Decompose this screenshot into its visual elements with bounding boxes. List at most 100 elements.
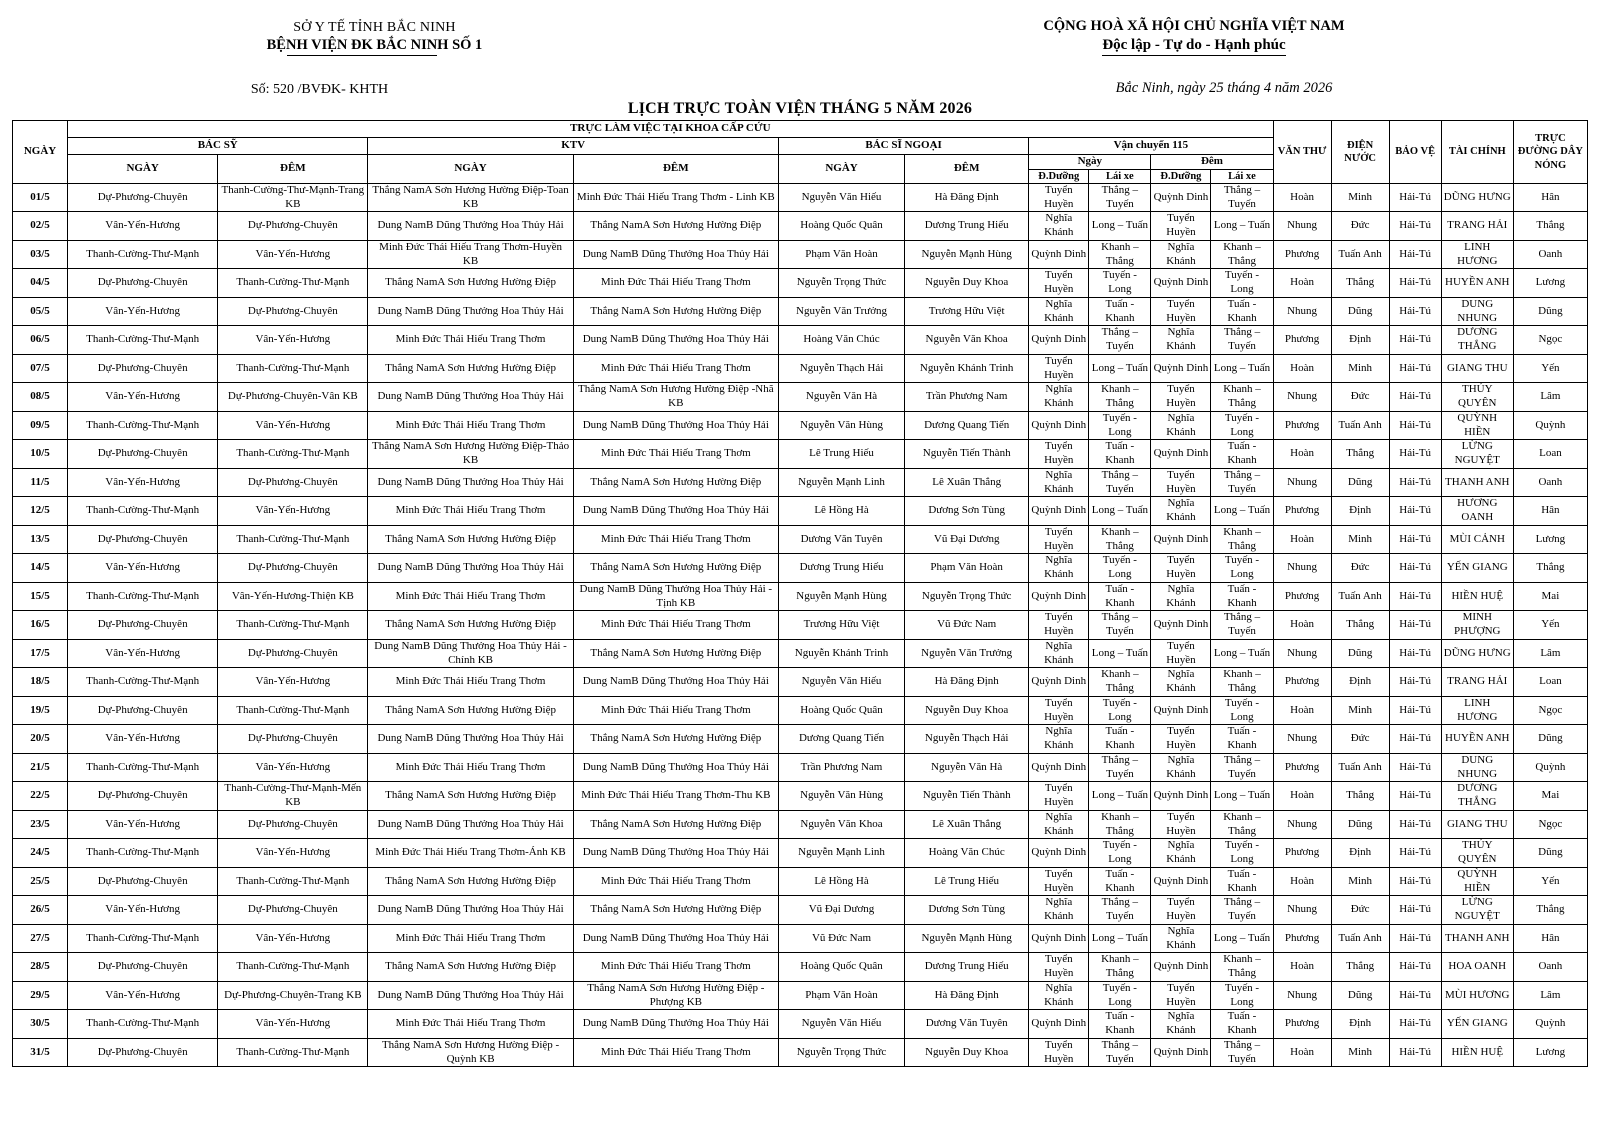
cell-vc-dem-laixe: Tuyến - Long <box>1210 410 1274 441</box>
cell-bao-ve: Hải-Tú <box>1388 239 1442 270</box>
cell-ktv-ngay: Minh Đức Thái Hiếu Trang Thơm-Huyền KB <box>367 239 574 270</box>
cell-tai-chinh: MÙI HƯƠNG <box>1440 980 1514 1011</box>
cell-ngay: 25/5 <box>11 866 69 897</box>
cell-ngay: 12/5 <box>11 496 69 526</box>
table-row: 31/5 Dự-Phương-Chuyên Thanh-Cường-Thư-Mạnh… <box>11 1037 1589 1068</box>
cell-vc-dem-laixe: Long – Tuấn <box>1210 923 1274 954</box>
cell-dien-nuoc: Tuấn Anh <box>1330 923 1390 954</box>
cell-duong-day-nong: Dũng <box>1512 296 1589 327</box>
table-row: 19/5 Dự-Phương-Chuyên Thanh-Cường-Thư-Mạnh… <box>11 695 1589 726</box>
cell-ktv-dem: Dung NamB Dũng Thưởng Hoa Thủy Hải <box>572 923 779 954</box>
cell-ngoai-ngay: Lê Trung Hiếu <box>777 439 906 469</box>
cell-tai-chinh: THANH ANH <box>1440 467 1514 498</box>
cell-ngay: 24/5 <box>11 838 69 868</box>
cell-duong-day-nong: Loan <box>1512 439 1589 469</box>
cell-ktv-dem: Thắng NamA Sơn Hương Hường Điệp <box>572 211 779 241</box>
cell-duong-day-nong: Dũng <box>1512 838 1589 868</box>
cell-duong-day-nong: Lương <box>1512 268 1589 298</box>
cell-ngoai-ngay: Nguyễn Mạnh Linh <box>777 467 906 498</box>
cell-ngay: 27/5 <box>11 923 69 954</box>
cell-vc-ngay-dduong: Tuyển Huyền <box>1028 781 1090 811</box>
cell-tai-chinh: GIANG THU <box>1440 353 1514 384</box>
cell-van-thu: Nhung <box>1272 809 1332 840</box>
cell-bs-dem: Thanh-Cường-Thư-Mạnh <box>217 1037 369 1068</box>
cell-bs-dem: Dự-Phương-Chuyên <box>217 724 369 754</box>
cell-vc-dem-laixe: Tuấn - Khanh <box>1210 724 1274 754</box>
cell-vc-ngay-laixe: Long – Tuấn <box>1088 353 1152 384</box>
cell-ktv-ngay: Thắng NamA Sơn Hương Hường Điệp-Toan KB <box>367 182 574 213</box>
cell-ngoai-dem: Nguyễn Khánh Trinh <box>904 353 1030 384</box>
cell-ngoai-dem: Nguyễn Thạch Hải <box>904 724 1030 754</box>
cell-van-thu: Hoàn <box>1272 695 1332 726</box>
cell-bs-ngay: Thanh-Cường-Thư-Mạnh <box>67 1009 219 1039</box>
cell-ktv-ngay: Minh Đức Thái Hiếu Trang Thơm <box>367 1009 574 1039</box>
cell-tai-chinh: LINH HƯƠNG <box>1440 695 1514 726</box>
cell-ngoai-ngay: Trần Phương Nam <box>777 752 906 783</box>
cell-vc-dem-laixe: Tuấn - Khanh <box>1210 439 1274 469</box>
cell-van-thu: Hoàn <box>1272 524 1332 555</box>
org-hospital: BỆNH VIỆN ĐK BẮC NINH SỐ 1 <box>267 37 483 56</box>
cell-vc-ngay-dduong: Quỳnh Dinh <box>1028 325 1090 355</box>
cell-ktv-dem: Minh Đức Thái Hiếu Trang Thơm <box>572 353 779 384</box>
table-row: 14/5 Vân-Yến-Hương Dự-Phương-Chuyên Dung Na… <box>11 553 1589 583</box>
cell-bao-ve: Hải-Tú <box>1388 809 1442 840</box>
cell-bao-ve: Hải-Tú <box>1388 638 1442 669</box>
cell-ngoai-ngay: Hoàng Quốc Quân <box>777 211 906 241</box>
cell-ngoai-dem: Trương Hữu Việt <box>904 296 1030 327</box>
cell-vc-ngay-laixe: Tuyến - Long <box>1088 695 1152 726</box>
cell-bs-ngay: Dự-Phương-Chuyên <box>67 781 219 811</box>
cell-bao-ve: Hải-Tú <box>1388 667 1442 697</box>
cell-ktv-dem: Dung NamB Dũng Thưởng Hoa Thủy Hải <box>572 667 779 697</box>
cell-bs-ngay: Dự-Phương-Chuyên <box>67 268 219 298</box>
cell-bs-ngay: Thanh-Cường-Thư-Mạnh <box>67 239 219 270</box>
cell-ngoai-dem: Vũ Đại Dương <box>904 524 1030 555</box>
national-motto: Độc lập - Tự do - Hạnh phúc <box>1102 37 1286 56</box>
table-row: 08/5 Vân-Yến-Hương Dự-Phương-Chuyên-Vân KB… <box>11 382 1589 412</box>
cell-ktv-ngay: Thắng NamA Sơn Hương Hường Điệp-Thảo KB <box>367 439 574 469</box>
cell-vc-ngay-dduong: Tuyển Huyền <box>1028 353 1090 384</box>
cell-ngay: 14/5 <box>11 553 69 583</box>
cell-bs-dem: Dự-Phương-Chuyên-Vân KB <box>217 382 369 412</box>
cell-vc-dem-dduong: Tuyển Huyền <box>1150 724 1212 754</box>
header-vc-dem-dduong: Đ.Dưỡng <box>1150 168 1212 184</box>
cell-duong-day-nong: Lâm <box>1512 980 1589 1011</box>
cell-vc-dem-dduong: Nghĩa Khánh <box>1150 667 1212 697</box>
cell-duong-day-nong: Hân <box>1512 923 1589 954</box>
cell-ktv-ngay: Thắng NamA Sơn Hương Hường Điệp <box>367 952 574 982</box>
cell-ktv-ngay: Thắng NamA Sơn Hương Hường Điệp <box>367 695 574 726</box>
cell-bs-ngay: Thanh-Cường-Thư-Mạnh <box>67 667 219 697</box>
cell-vc-ngay-dduong: Quỳnh Dinh <box>1028 667 1090 697</box>
table-row: 06/5 Thanh-Cường-Thư-Mạnh Vân-Yến-Hương Min… <box>11 325 1589 355</box>
cell-ktv-ngay: Minh Đức Thái Hiếu Trang Thơm-Ánh KB <box>367 838 574 868</box>
cell-vc-dem-laixe: Tuấn - Khanh <box>1210 581 1274 612</box>
cell-dien-nuoc: Định <box>1330 667 1390 697</box>
cell-vc-dem-dduong: Nghĩa Khánh <box>1150 1009 1212 1039</box>
cell-vc-dem-dduong: Tuyển Huyền <box>1150 809 1212 840</box>
document-header: SỞ Y TẾ TỈNH BẮC NINH BỆNH VIỆN ĐK BẮC N… <box>12 8 1588 98</box>
table-row: 16/5 Dự-Phương-Chuyên Thanh-Cường-Thư-Mạnh… <box>11 610 1589 640</box>
cell-bao-ve: Hải-Tú <box>1388 296 1442 327</box>
cell-van-thu: Nhung <box>1272 724 1332 754</box>
cell-ktv-ngay: Minh Đức Thái Hiếu Trang Thơm <box>367 752 574 783</box>
cell-vc-dem-dduong: Quỳnh Dinh <box>1150 610 1212 640</box>
cell-ngoai-dem: Nguyễn Trọng Thức <box>904 581 1030 612</box>
cell-tai-chinh: MINH PHƯỢNG <box>1440 610 1514 640</box>
cell-van-thu: Phương <box>1272 667 1332 697</box>
cell-ngay: 31/5 <box>11 1037 69 1068</box>
cell-ngoai-ngay: Nguyễn Văn Hiếu <box>777 667 906 697</box>
cell-bs-dem: Thanh-Cường-Thư-Mạnh <box>217 610 369 640</box>
cell-vc-ngay-dduong: Tuyển Huyền <box>1028 952 1090 982</box>
cell-dien-nuoc: Đức <box>1330 895 1390 925</box>
cell-van-thu: Hoàn <box>1272 182 1332 213</box>
cell-dien-nuoc: Thắng <box>1330 952 1390 982</box>
cell-ngoai-ngay: Nguyễn Văn Hiếu <box>777 182 906 213</box>
cell-vc-dem-dduong: Nghĩa Khánh <box>1150 325 1212 355</box>
cell-vc-dem-laixe: Khanh – Thắng <box>1210 382 1274 412</box>
header-ktv-dem: ĐÊM <box>572 154 779 184</box>
cell-ngay: 16/5 <box>11 610 69 640</box>
cell-bs-ngay: Vân-Yến-Hương <box>67 809 219 840</box>
table-row: 24/5 Thanh-Cường-Thư-Mạnh Vân-Yến-Hương Min… <box>11 838 1589 868</box>
cell-ngoai-dem: Phạm Văn Hoàn <box>904 553 1030 583</box>
cell-duong-day-nong: Ngọc <box>1512 695 1589 726</box>
cell-van-thu: Hoàn <box>1272 1037 1332 1068</box>
